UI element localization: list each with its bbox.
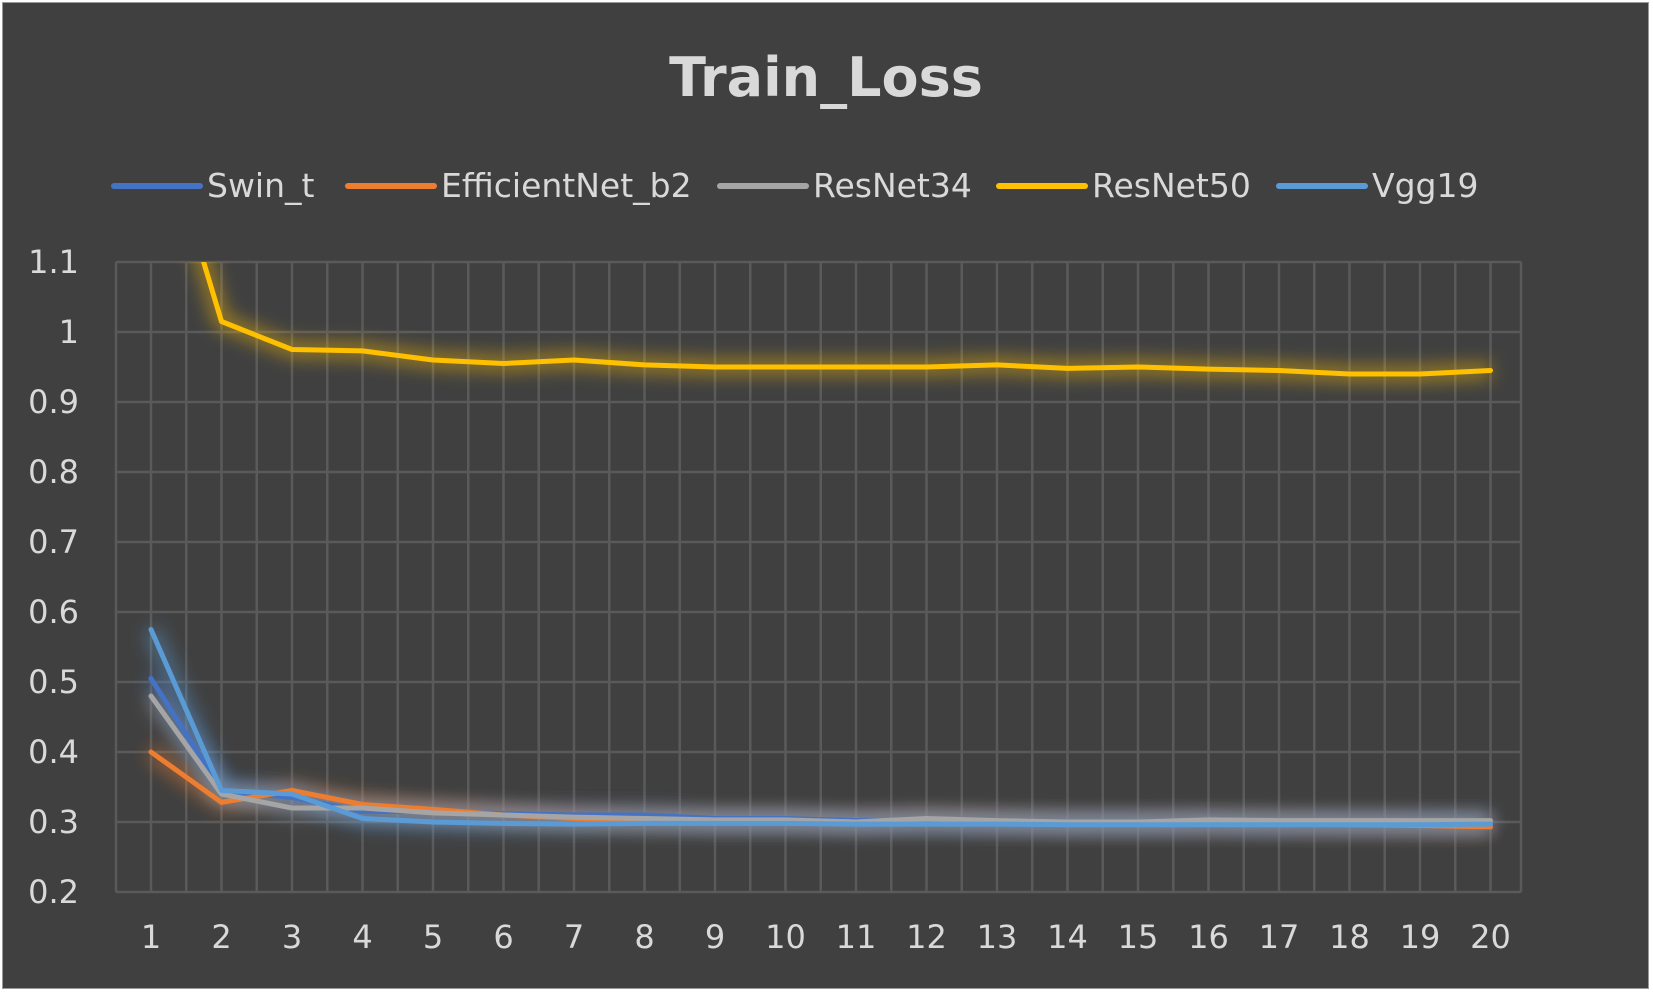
legend-item-resnet50: ResNet50 bbox=[996, 166, 1251, 205]
series-line-resnet34 bbox=[148, 693, 1493, 825]
x-tick-label: 9 bbox=[705, 918, 725, 956]
legend-label: ResNet50 bbox=[1092, 166, 1251, 205]
legend-label: Swin_t bbox=[207, 166, 315, 205]
y-tick-label: 1 bbox=[59, 313, 79, 351]
legend-item-vgg19: Vgg19 bbox=[1276, 166, 1478, 205]
x-tick-label: 3 bbox=[282, 918, 302, 956]
chart-title: Train_Loss bbox=[669, 46, 983, 109]
x-tick-label: 17 bbox=[1259, 918, 1300, 956]
legend-item-efficientnet-b2: EfficientNet_b2 bbox=[345, 166, 692, 205]
series-layer bbox=[144, 262, 1493, 834]
legend-item-resnet34: ResNet34 bbox=[717, 166, 972, 205]
y-axis-ticks: 0.2 0.3 0.4 0.5 0.6 0.7 0.8 0.9 1 1.1 bbox=[28, 243, 79, 911]
legend-label: ResNet34 bbox=[813, 166, 972, 205]
series-line-vgg19 bbox=[148, 627, 1493, 828]
x-tick-label: 6 bbox=[493, 918, 513, 956]
legend-label: EfficientNet_b2 bbox=[441, 166, 692, 205]
y-tick-label: 0.7 bbox=[28, 523, 79, 561]
x-axis-ticks: 1 2 3 4 5 6 7 8 9 10 11 12 13 14 15 16 17 18 19 20 bbox=[141, 918, 1511, 956]
x-tick-label: 5 bbox=[423, 918, 443, 956]
x-tick-label: 16 bbox=[1188, 918, 1229, 956]
y-tick-label: 0.8 bbox=[28, 453, 79, 491]
legend-item-swin-t: Swin_t bbox=[111, 166, 315, 205]
x-tick-label: 20 bbox=[1470, 918, 1511, 956]
y-tick-label: 1.1 bbox=[28, 243, 79, 281]
x-tick-label: 7 bbox=[564, 918, 584, 956]
y-tick-label: 0.9 bbox=[28, 383, 79, 421]
legend: Swin_t EfficientNet_b2 ResNet34 ResNet50 Vgg… bbox=[111, 166, 1478, 205]
x-tick-label: 18 bbox=[1329, 918, 1370, 956]
x-tick-label: 1 bbox=[141, 918, 161, 956]
y-tick-label: 0.2 bbox=[28, 873, 79, 911]
y-tick-label: 0.3 bbox=[28, 803, 79, 841]
series-line-resnet50 bbox=[201, 262, 1493, 377]
x-tick-label: 4 bbox=[352, 918, 372, 956]
y-tick-label: 0.6 bbox=[28, 593, 79, 631]
legend-label: Vgg19 bbox=[1372, 166, 1478, 205]
x-tick-label: 2 bbox=[211, 918, 231, 956]
x-tick-label: 10 bbox=[765, 918, 806, 956]
x-tick-label: 8 bbox=[634, 918, 654, 956]
x-tick-label: 15 bbox=[1118, 918, 1159, 956]
y-tick-label: 0.5 bbox=[28, 663, 79, 701]
y-tick-label: 0.4 bbox=[28, 733, 79, 771]
x-tick-label: 19 bbox=[1400, 918, 1441, 956]
x-tick-label: 12 bbox=[906, 918, 947, 956]
x-tick-label: 11 bbox=[836, 918, 877, 956]
x-tick-label: 14 bbox=[1047, 918, 1088, 956]
x-tick-label: 13 bbox=[977, 918, 1018, 956]
